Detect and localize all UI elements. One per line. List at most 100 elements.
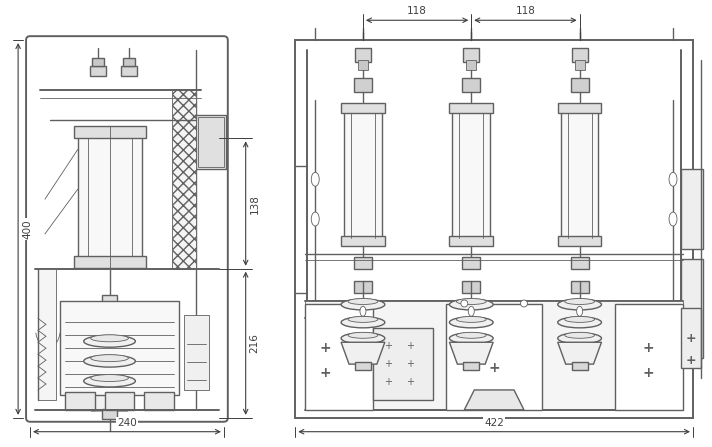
Bar (464, 48, 479, 62)
Ellipse shape (449, 299, 493, 310)
Text: 118: 118 (407, 6, 427, 16)
Ellipse shape (669, 212, 677, 226)
Bar (452, 105, 490, 244)
Ellipse shape (341, 333, 384, 344)
Ellipse shape (84, 355, 135, 367)
Text: 240: 240 (117, 418, 137, 428)
Text: +: + (488, 361, 500, 375)
Bar (557, 236, 602, 246)
Bar (198, 117, 224, 167)
Bar (196, 115, 226, 169)
Bar (575, 60, 585, 70)
Bar (570, 281, 589, 293)
Ellipse shape (360, 306, 366, 316)
Bar (103, 318, 117, 326)
Text: 118: 118 (515, 6, 535, 16)
Text: +: + (686, 332, 696, 345)
Ellipse shape (84, 375, 135, 387)
Text: +: + (384, 341, 392, 351)
Bar (65, 392, 95, 410)
Bar (466, 60, 476, 70)
Bar (570, 257, 589, 269)
Bar (305, 300, 683, 410)
Bar (122, 66, 137, 76)
Bar (102, 295, 117, 304)
Ellipse shape (348, 332, 378, 338)
Bar (355, 362, 371, 370)
Bar (102, 409, 117, 419)
Ellipse shape (520, 300, 528, 307)
Polygon shape (84, 387, 135, 411)
Ellipse shape (90, 375, 128, 381)
Bar (681, 308, 701, 368)
Ellipse shape (84, 335, 135, 347)
Bar (344, 105, 382, 244)
Bar (358, 60, 368, 70)
Bar (570, 78, 589, 92)
Ellipse shape (348, 316, 378, 322)
Ellipse shape (577, 306, 582, 316)
Ellipse shape (449, 317, 493, 328)
Bar (462, 281, 480, 293)
Text: +: + (320, 341, 331, 355)
Bar (681, 169, 703, 249)
Bar (681, 259, 703, 358)
Ellipse shape (565, 316, 595, 322)
Text: +: + (406, 377, 414, 387)
Text: +: + (384, 377, 392, 387)
Bar (78, 130, 142, 264)
Bar (38, 269, 56, 400)
Bar (373, 329, 432, 400)
Text: 400: 400 (22, 219, 32, 239)
Bar (354, 257, 372, 269)
Bar (462, 257, 480, 269)
Text: +: + (406, 341, 414, 351)
Bar (615, 304, 683, 410)
Bar (123, 58, 135, 66)
Ellipse shape (90, 354, 128, 362)
Ellipse shape (456, 299, 486, 304)
Ellipse shape (468, 306, 474, 316)
Text: 138: 138 (250, 194, 260, 214)
Bar (561, 105, 599, 244)
Polygon shape (464, 390, 524, 410)
Text: +: + (642, 341, 654, 355)
FancyBboxPatch shape (26, 36, 228, 422)
Polygon shape (341, 342, 384, 364)
Ellipse shape (311, 212, 319, 226)
Bar (60, 300, 179, 395)
Bar (446, 304, 542, 410)
Ellipse shape (90, 335, 128, 342)
Ellipse shape (341, 317, 384, 328)
Bar (557, 103, 602, 113)
Bar (341, 103, 384, 113)
Ellipse shape (669, 173, 677, 186)
Ellipse shape (311, 173, 319, 186)
Text: +: + (406, 359, 414, 369)
Ellipse shape (461, 300, 468, 307)
Bar (572, 362, 587, 370)
Polygon shape (557, 342, 602, 364)
Bar (74, 126, 146, 138)
Ellipse shape (449, 333, 493, 344)
Bar (572, 48, 587, 62)
Ellipse shape (341, 299, 384, 310)
Ellipse shape (557, 317, 602, 328)
Ellipse shape (456, 316, 486, 322)
Bar (90, 66, 105, 76)
Bar (354, 78, 372, 92)
Ellipse shape (565, 332, 595, 338)
Ellipse shape (565, 299, 595, 304)
Bar (105, 392, 135, 410)
Ellipse shape (348, 299, 378, 304)
Bar (74, 256, 146, 268)
Bar (449, 103, 493, 113)
Text: +: + (320, 366, 331, 380)
Bar (145, 392, 174, 410)
Bar (172, 90, 196, 269)
Bar (355, 48, 371, 62)
Bar (92, 58, 103, 66)
Text: +: + (642, 366, 654, 380)
Bar (295, 40, 693, 418)
Text: +: + (384, 359, 392, 369)
